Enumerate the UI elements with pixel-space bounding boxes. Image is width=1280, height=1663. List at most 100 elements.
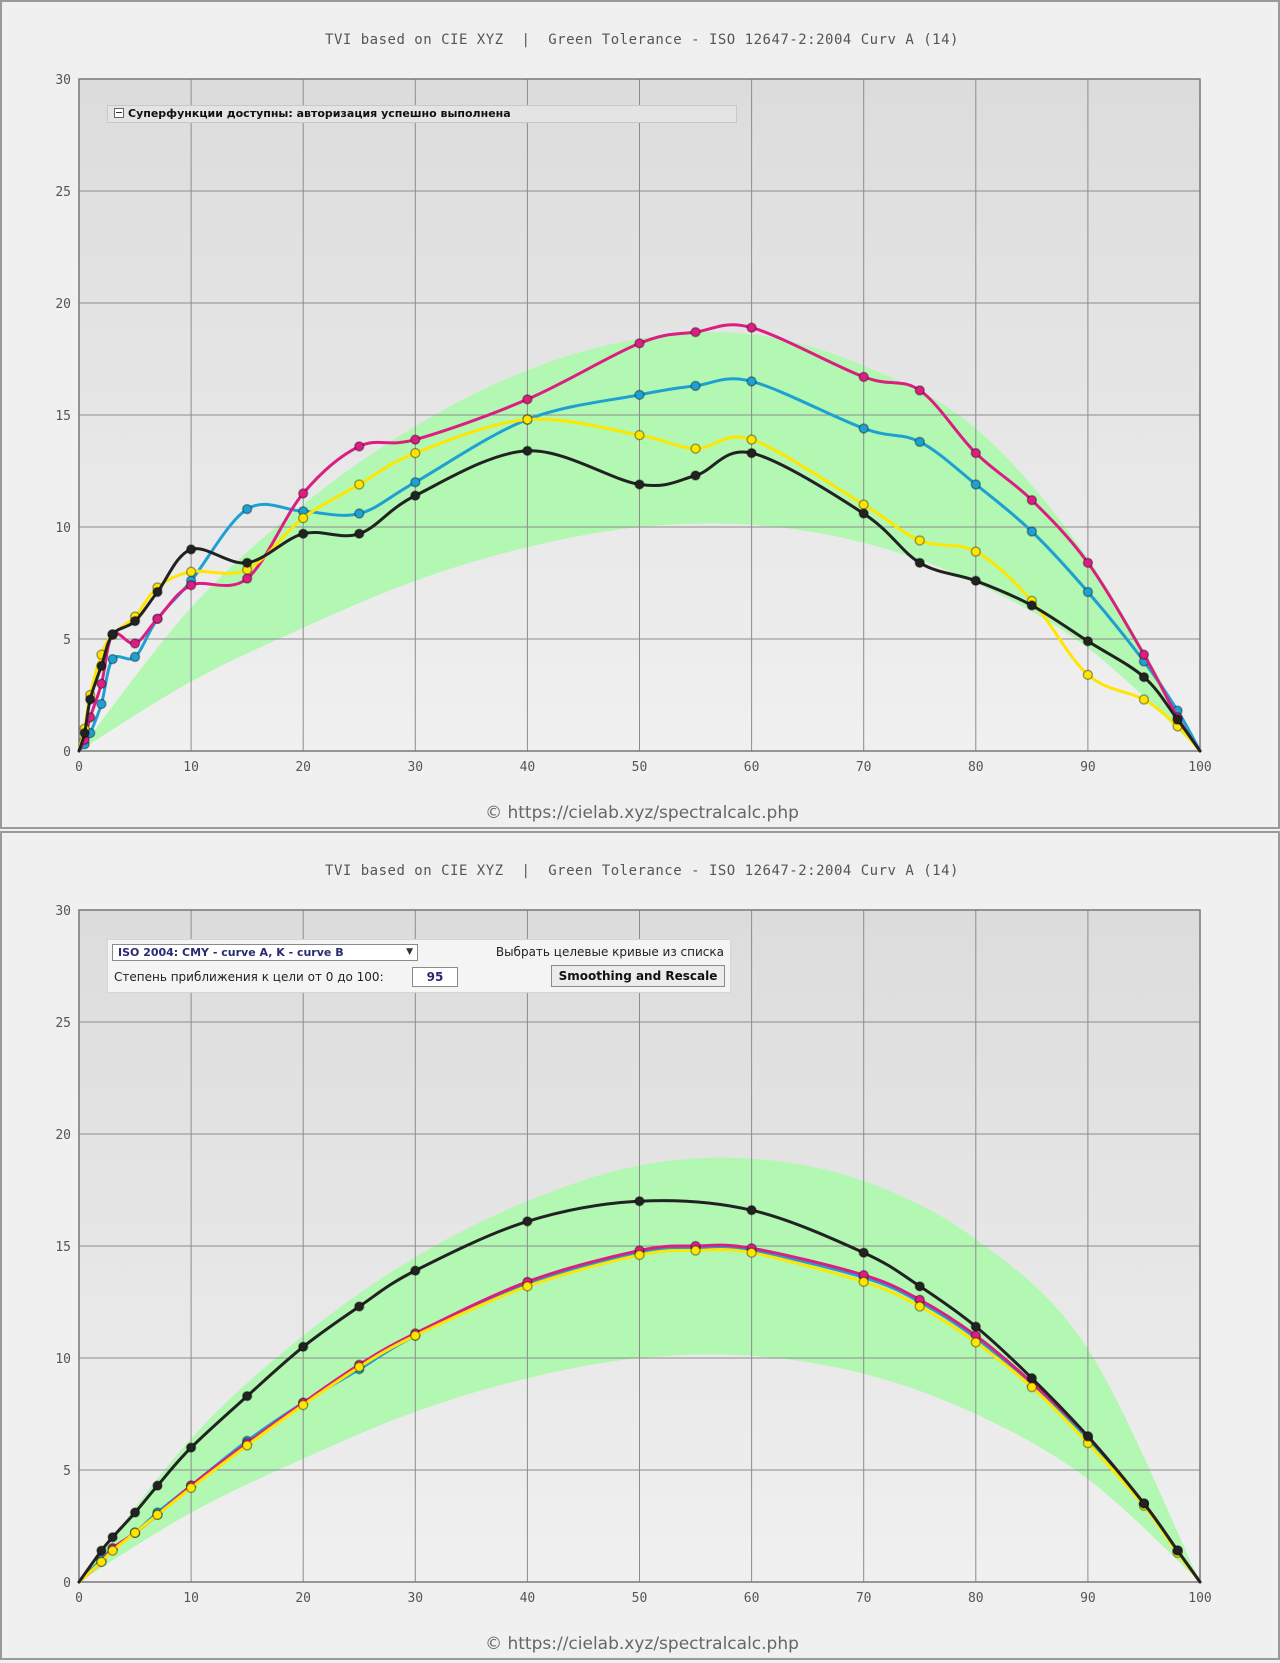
data-point-magenta [354, 441, 365, 452]
data-point-black [690, 470, 701, 481]
tolerance-band [79, 1157, 1200, 1582]
data-point-black [107, 1531, 118, 1543]
data-point-yellow [634, 429, 645, 441]
data-point-yellow [914, 1301, 925, 1312]
smoothing-controls: ISO 2004: CMY - curve A, K - curve B ▼ В… [107, 939, 731, 993]
data-point-black [914, 557, 925, 569]
x-tick-label: 40 [520, 1591, 536, 1606]
data-point-cyan [858, 423, 869, 434]
data-point-yellow [746, 1247, 757, 1258]
y-tick-label: 25 [55, 1016, 71, 1031]
smoothing-rescale-button[interactable]: Smoothing and Rescale [551, 965, 725, 987]
data-point-cyan [914, 436, 925, 448]
data-point-black [241, 1390, 253, 1402]
plot-frame [78, 78, 1201, 752]
data-point-yellow [522, 1281, 533, 1292]
y-tick-label: 5 [63, 1464, 71, 1479]
collapse-icon[interactable] [114, 108, 124, 118]
data-point-black [129, 1507, 141, 1518]
y-tick-label: 20 [55, 1128, 71, 1143]
legend-superfunctions[interactable]: Суперфункции доступны: авторизация успеш… [107, 105, 737, 123]
data-point-cyan [1082, 586, 1094, 598]
data-point-black [1172, 1545, 1183, 1556]
x-tick-label: 100 [1188, 760, 1211, 775]
data-point-magenta [970, 447, 982, 459]
data-point-magenta [858, 371, 869, 383]
x-tick-label: 90 [1080, 760, 1096, 775]
data-point-black [354, 1301, 365, 1312]
data-point-magenta [152, 613, 163, 625]
selected-curve-set: ISO 2004: CMY - curve A, K - curve B [118, 946, 344, 959]
data-point-cyan [690, 380, 701, 392]
x-tick-label: 10 [183, 760, 199, 775]
data-point-yellow [690, 1245, 701, 1256]
data-point-yellow [746, 434, 757, 445]
data-point-black [858, 508, 869, 519]
x-tick-label: 80 [968, 1591, 984, 1606]
copyright-footer: © https://cielab.xyz/spectralcalc.php [485, 1634, 799, 1654]
x-tick-label: 20 [295, 1591, 311, 1606]
data-point-magenta [410, 434, 421, 445]
y-tick-label: 10 [55, 1352, 71, 1367]
data-point-yellow [690, 443, 701, 454]
tvi-chart-top: 0 10 20 30 40 50 60 70 80 90 100 0 5 10 15 20 25 30 [55, 73, 1211, 775]
data-point-black [185, 544, 197, 555]
data-point-yellow [1138, 694, 1150, 705]
chart-panel-top: 0 10 20 30 40 50 60 70 80 90 100 0 5 10 15 20 25 30 TVI b… [0, 0, 1280, 829]
data-point-black [84, 694, 96, 705]
y-tick-label: 0 [63, 1576, 71, 1591]
degree-label: Степень приближения к цели от 0 до 100: [114, 970, 384, 984]
data-point-black [1138, 671, 1150, 683]
plot-frame [78, 909, 1201, 1583]
data-point-black [522, 445, 533, 457]
legend-text: Суперфункции доступны: авторизация успеш… [128, 107, 511, 120]
data-point-yellow [354, 479, 365, 490]
x-tick-label: 90 [1080, 1591, 1096, 1606]
data-point-cyan [129, 651, 141, 663]
x-tick-label: 60 [744, 1591, 760, 1606]
y-tick-label: 10 [55, 521, 71, 536]
degree-input[interactable]: 95 [412, 967, 458, 987]
data-point-cyan [410, 476, 421, 488]
data-point-cyan [970, 479, 982, 490]
y-tick-label: 5 [63, 633, 71, 648]
data-point-cyan [634, 389, 645, 401]
data-point-black [410, 1265, 421, 1276]
data-point-yellow [522, 414, 533, 425]
chart-panel-bottom: 0 10 20 30 40 50 60 70 80 90 100 0 5 10 15 20 25 30 TVI b… [0, 831, 1280, 1660]
target-curves-select[interactable]: ISO 2004: CMY - curve A, K - curve B ▼ [112, 944, 418, 961]
y-tick-label: 0 [63, 745, 71, 760]
data-point-yellow [297, 512, 309, 524]
data-point-black [1172, 714, 1183, 725]
data-point-yellow [970, 546, 982, 557]
data-point-yellow [858, 1276, 869, 1288]
data-point-black [185, 1442, 197, 1453]
data-point-black [746, 1204, 757, 1216]
data-point-magenta [634, 338, 645, 349]
copyright-footer: © https://cielab.xyz/spectralcalc.php [485, 803, 799, 823]
data-point-black [634, 1195, 645, 1207]
data-point-magenta [241, 573, 253, 584]
data-point-black [858, 1247, 869, 1258]
data-point-black [634, 479, 645, 490]
data-point-black [297, 1341, 309, 1353]
data-point-black [914, 1281, 925, 1292]
data-point-black [410, 490, 421, 501]
tolerance-band [79, 332, 1200, 751]
y-tick-label: 30 [55, 73, 71, 88]
data-point-magenta [1026, 494, 1038, 506]
x-tick-label: 20 [295, 760, 311, 775]
x-tick-label: 40 [520, 760, 536, 775]
data-point-black [79, 727, 90, 739]
x-tick-label: 10 [183, 1591, 199, 1606]
data-point-magenta [1138, 649, 1150, 660]
data-point-black [96, 660, 107, 672]
data-point-black [1082, 635, 1094, 647]
series-line-black [77, 1199, 1202, 1584]
y-tick-label: 25 [55, 185, 71, 200]
data-point-black [970, 1321, 982, 1332]
data-point-cyan [354, 508, 365, 519]
data-point-yellow [970, 1337, 982, 1348]
data-point-black [241, 557, 253, 569]
data-point-black [96, 1545, 107, 1556]
